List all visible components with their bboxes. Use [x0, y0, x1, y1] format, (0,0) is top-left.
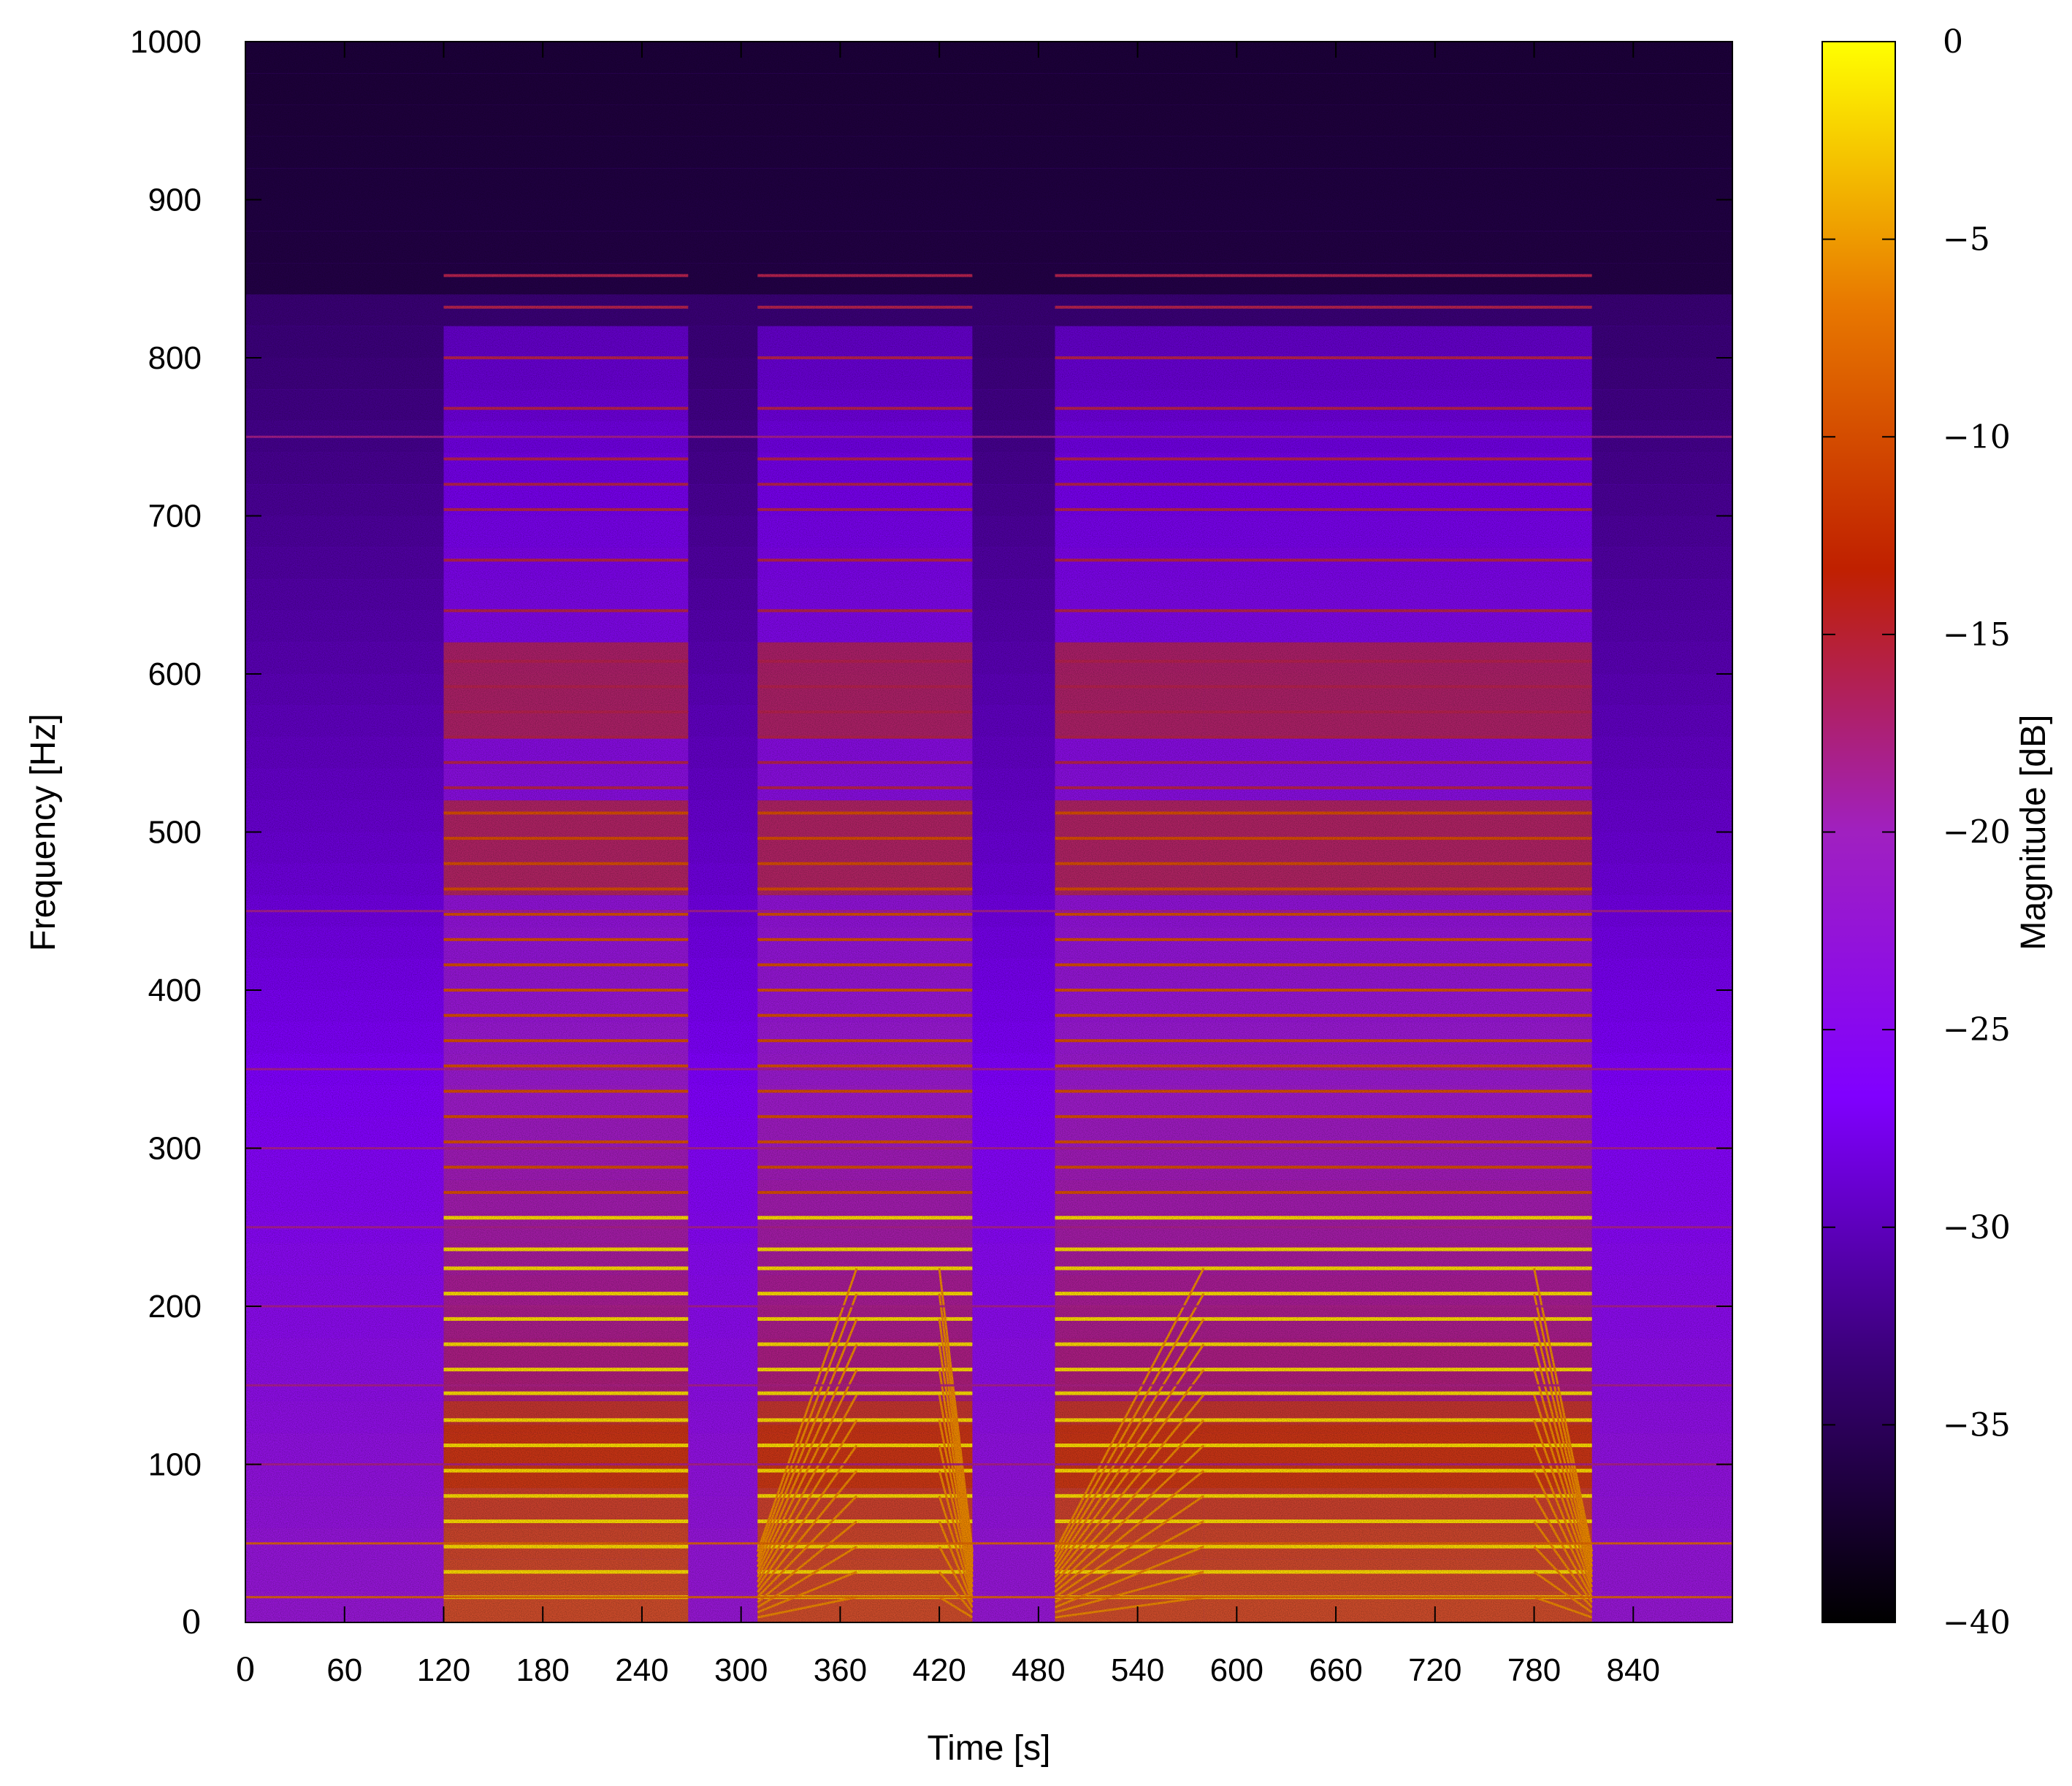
x-axis-title: Time [s]: [928, 1729, 1051, 1768]
x-tick-label: 180: [516, 1652, 569, 1688]
colorbar-tick-label: −10: [1943, 418, 2011, 456]
x-tick-label: 540: [1111, 1652, 1164, 1688]
y-tick-label: 300: [148, 1131, 202, 1167]
y-tick-label: 600: [148, 656, 202, 692]
colorbar-title: Magnitude [dB]: [2014, 715, 2053, 951]
y-tick-label: 100: [148, 1447, 202, 1483]
x-tick-label: 60: [326, 1652, 362, 1688]
x-tick-label: 480: [1012, 1652, 1065, 1688]
x-tick-label: 420: [912, 1652, 966, 1688]
colorbar-tick-label: −30: [1943, 1209, 2011, 1246]
x-tick-label: 360: [814, 1652, 867, 1688]
colorbar-tick-label: −35: [1943, 1406, 2011, 1444]
noise-overlay: [245, 42, 1732, 1622]
y-tick-label: 0: [181, 1604, 202, 1641]
colorbar: 0 −5 −10 −15 −20 −25 −30 −35 −40 Magnitude [dB]: [1821, 23, 2053, 1641]
y-tick-label: 1000: [130, 24, 202, 60]
y-tick-label: 400: [148, 973, 202, 1008]
spectrogram-plot-area: [245, 42, 1732, 1622]
colorbar-tick-label: 0: [1943, 23, 1963, 61]
y-tick-label: 200: [148, 1289, 202, 1325]
y-tick-label: 700: [148, 499, 202, 534]
x-tick-label: 660: [1309, 1652, 1362, 1688]
x-tick-label: 300: [714, 1652, 768, 1688]
colorbar-tick-label: −20: [1943, 814, 2011, 851]
x-tick-label: 720: [1408, 1652, 1461, 1688]
colorbar-axis: 0 −5 −10 −15 −20 −25 −30 −35 −40: [1822, 23, 2011, 1641]
x-tick-label: 120: [417, 1652, 470, 1688]
y-axis: 0 100 200 300 400 500 600 700 800 900 1000: [130, 24, 1732, 1641]
colorbar-tick-label: −15: [1943, 616, 2011, 654]
x-tick-label: 600: [1210, 1652, 1264, 1688]
x-axis: 0 60 120 180 240 300 360 420 480 540 600 660 720 780 8…: [235, 42, 1660, 1689]
colorbar-tick-label: −40: [1943, 1604, 2011, 1641]
colorbar-tick-label: −25: [1943, 1011, 2011, 1049]
colorbar-tick-label: −5: [1943, 221, 1990, 258]
y-tick-label: 900: [148, 183, 202, 218]
y-tick-label: 500: [148, 815, 202, 851]
x-tick-label: 780: [1507, 1652, 1561, 1688]
x-tick-label: 240: [615, 1652, 668, 1688]
x-tick-label: 0: [235, 1652, 256, 1689]
y-axis-title: Frequency [Hz]: [24, 713, 63, 951]
y-tick-label: 800: [148, 340, 202, 376]
x-tick-label: 840: [1607, 1652, 1660, 1688]
